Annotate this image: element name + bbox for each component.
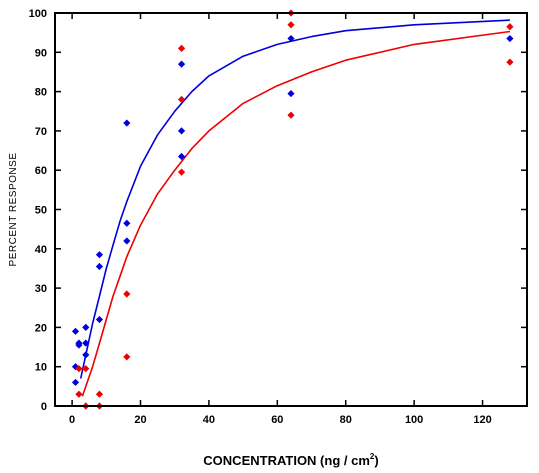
x-tick-label: 60: [271, 414, 283, 426]
data-point-series-1: [123, 219, 131, 227]
x-tick-label: 40: [203, 414, 215, 426]
data-point-series-2: [287, 111, 295, 119]
data-point-series-1: [95, 251, 104, 259]
data-point-series-1: [95, 262, 104, 271]
data-point-series-1: [82, 323, 90, 331]
x-axis-title-main: CONCENTRATION (ng / cm: [203, 453, 370, 468]
y-tick-label: 10: [35, 362, 47, 374]
x-axis-title-superscript: 2: [370, 452, 375, 461]
data-point-series-2: [506, 23, 514, 31]
data-point-series-1: [177, 152, 186, 161]
fit-layer: [79, 19, 511, 397]
data-point-series-2: [177, 95, 186, 104]
x-tick-label: 0: [69, 414, 75, 426]
data-point-series-2: [123, 290, 131, 298]
data-point-series-2: [95, 390, 104, 398]
x-tick-label: 120: [473, 414, 491, 426]
y-tick-label: 60: [35, 165, 47, 177]
fit-curve-1: [79, 19, 510, 379]
data-point-series-1: [75, 341, 83, 349]
data-point-series-1: [71, 327, 80, 335]
points-layer: [71, 9, 514, 410]
x-axis-title-end: ): [374, 453, 378, 468]
data-point-series-1: [123, 237, 131, 245]
y-tick-label: 40: [35, 244, 47, 256]
y-tick-label: 0: [41, 401, 47, 413]
data-point-series-1: [287, 34, 295, 43]
y-tick-label: 80: [35, 87, 47, 99]
plot-frame: [54, 12, 528, 407]
data-point-series-2: [75, 365, 83, 373]
x-tick-label: 20: [134, 414, 146, 426]
y-tick-label: 50: [35, 205, 47, 217]
data-point-series-2: [177, 44, 186, 52]
data-point-series-2: [506, 58, 514, 66]
fit-curve-2: [81, 30, 511, 397]
data-point-series-1: [287, 89, 295, 98]
y-tick-label: 20: [35, 322, 47, 334]
x-tick-label: 80: [340, 414, 352, 426]
x-tick-label: 100: [405, 414, 423, 426]
y-tick-label: 100: [29, 8, 47, 20]
data-point-series-1: [71, 378, 80, 387]
data-point-series-1: [82, 339, 90, 347]
data-point-series-2: [123, 353, 131, 361]
data-point-series-1: [82, 351, 90, 359]
y-tick-label: 90: [35, 47, 47, 59]
y-axis-title: PERCENT RESPONSE: [8, 153, 19, 267]
data-point-series-1: [177, 60, 186, 68]
data-point-series-1: [123, 119, 131, 127]
ticks-layer: 0 10 20 30 40 50 60 70 80 90 100 0 20 40 60 80 100 120: [29, 8, 527, 426]
data-point-series-2: [287, 21, 295, 29]
y-tick-label: 30: [35, 283, 47, 295]
data-point-series-1: [177, 127, 186, 135]
x-axis-title: CONCENTRATION (ng / cm2): [203, 452, 378, 468]
data-point-series-2: [75, 390, 83, 398]
data-point-series-2: [177, 168, 186, 176]
y-tick-label: 70: [35, 126, 47, 138]
data-point-series-1: [95, 315, 104, 324]
data-point-series-1: [506, 34, 514, 43]
data-point-series-2: [82, 365, 90, 373]
